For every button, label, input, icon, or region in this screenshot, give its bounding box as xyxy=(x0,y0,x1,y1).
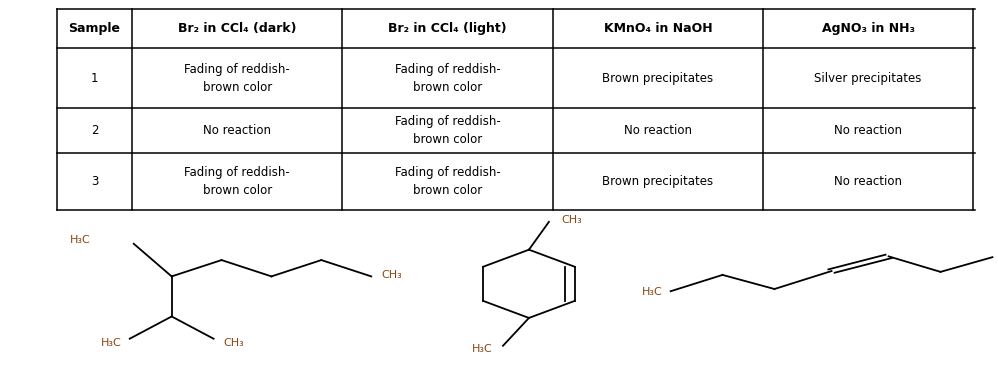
Text: CH₃: CH₃ xyxy=(381,270,402,280)
Text: Brown precipitates: Brown precipitates xyxy=(602,175,714,188)
Text: Sample: Sample xyxy=(69,22,121,35)
Text: Fading of reddish-
brown color: Fading of reddish- brown color xyxy=(185,63,290,94)
Text: 2: 2 xyxy=(91,124,98,137)
Text: Fading of reddish-
brown color: Fading of reddish- brown color xyxy=(185,165,290,197)
Text: No reaction: No reaction xyxy=(204,124,271,137)
Text: KMnO₄ in NaOH: KMnO₄ in NaOH xyxy=(604,22,713,35)
Text: Br₂ in CCl₄ (light): Br₂ in CCl₄ (light) xyxy=(388,22,507,35)
Text: Brown precipitates: Brown precipitates xyxy=(602,72,714,85)
Text: H₃C: H₃C xyxy=(70,235,91,245)
Text: Br₂ in CCl₄ (dark): Br₂ in CCl₄ (dark) xyxy=(178,22,296,35)
Text: Fading of reddish-
brown color: Fading of reddish- brown color xyxy=(394,165,500,197)
Text: CH₃: CH₃ xyxy=(224,338,245,348)
Text: No reaction: No reaction xyxy=(834,175,902,188)
Text: Silver precipitates: Silver precipitates xyxy=(814,72,922,85)
Text: 1: 1 xyxy=(91,72,98,85)
Text: AgNO₃ in NH₃: AgNO₃ in NH₃ xyxy=(821,22,914,35)
Text: No reaction: No reaction xyxy=(624,124,692,137)
Text: H₃C: H₃C xyxy=(101,338,122,348)
Text: H₃C: H₃C xyxy=(472,345,493,354)
Text: Fading of reddish-
brown color: Fading of reddish- brown color xyxy=(394,115,500,146)
Text: Fading of reddish-
brown color: Fading of reddish- brown color xyxy=(394,63,500,94)
Text: 3: 3 xyxy=(91,175,98,188)
Text: No reaction: No reaction xyxy=(834,124,902,137)
Text: CH₃: CH₃ xyxy=(561,215,582,225)
Text: H₃C: H₃C xyxy=(642,287,663,297)
